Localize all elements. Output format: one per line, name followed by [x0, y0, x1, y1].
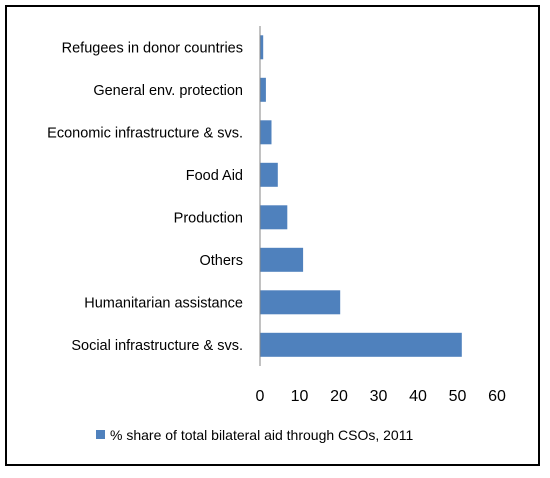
category-label-5: Others [199, 253, 243, 269]
chart-frame [5, 5, 540, 466]
x-tick-label-1: 10 [291, 388, 309, 405]
bar-5 [260, 247, 304, 272]
legend: % share of total bilateral aid through C… [96, 427, 413, 443]
category-label-4: Production [174, 210, 243, 226]
bars-layer [260, 35, 462, 357]
bar-1 [260, 77, 266, 102]
bar-7 [260, 332, 462, 357]
category-label-1: General env. protection [93, 83, 243, 99]
category-label-6: Humanitarian assistance [84, 295, 243, 311]
x-tick-label-2: 20 [330, 388, 348, 405]
category-labels: Refugees in donor countries General env. … [47, 40, 243, 354]
x-tick-label-4: 40 [409, 388, 427, 405]
bar-3 [260, 162, 278, 187]
x-tick-label-5: 50 [449, 388, 467, 405]
bar-6 [260, 290, 341, 315]
category-label-2: Economic infrastructure & svs. [47, 125, 243, 141]
x-tick-labels: 0 10 20 30 40 50 60 [256, 388, 506, 405]
category-label-7: Social infrastructure & svs. [71, 338, 243, 354]
x-tick-label-6: 60 [488, 388, 506, 405]
x-tick-label-3: 30 [370, 388, 388, 405]
legend-swatch [96, 430, 105, 439]
bar-2 [260, 120, 272, 145]
category-label-0: Refugees in donor countries [62, 40, 243, 56]
legend-label: % share of total bilateral aid through C… [110, 427, 413, 443]
bar-4 [260, 205, 288, 230]
category-label-3: Food Aid [186, 168, 243, 184]
x-tick-label-0: 0 [256, 388, 265, 405]
bar-0 [260, 35, 264, 60]
